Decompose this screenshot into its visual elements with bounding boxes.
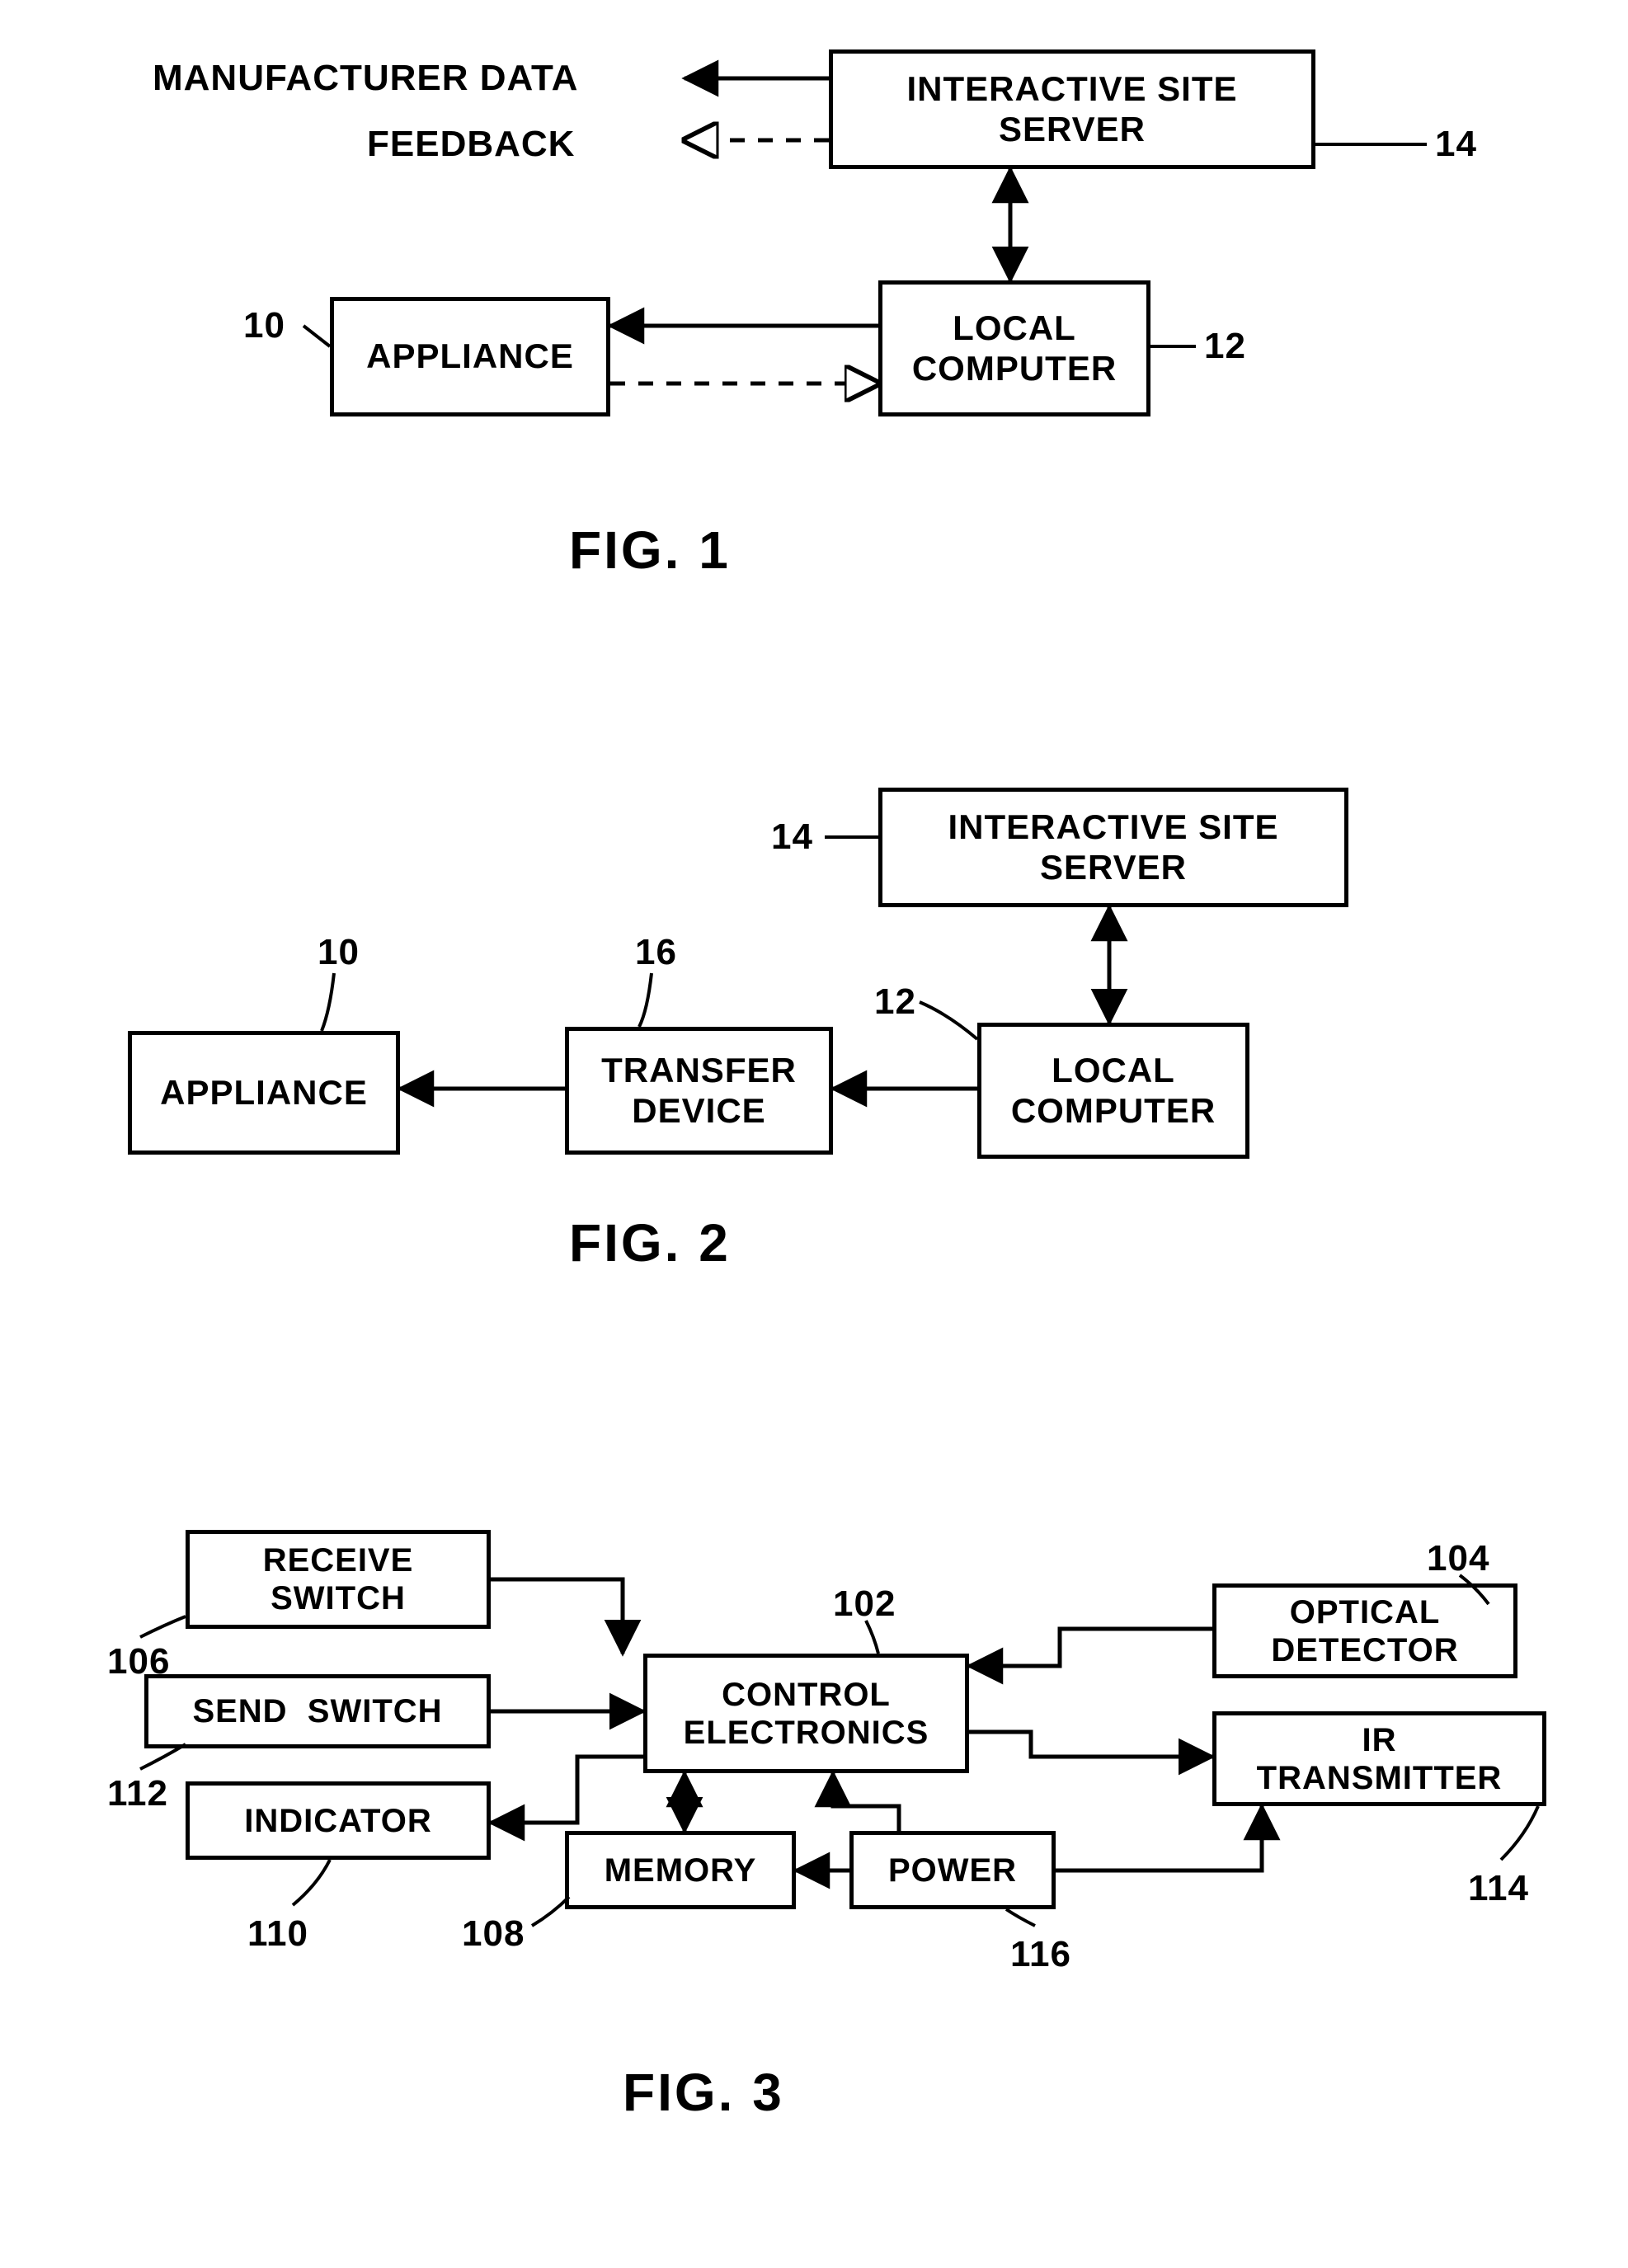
fig2-ref-14: 14 bbox=[771, 816, 813, 858]
fig2-appliance-box: APPLIANCE bbox=[128, 1031, 400, 1155]
fig3-control-electronics-box: CONTROL ELECTRONICS bbox=[643, 1654, 969, 1773]
fig1-ref-14: 14 bbox=[1435, 124, 1477, 165]
fig3-title: FIG. 3 bbox=[623, 2062, 784, 2123]
fig1-local-computer-box: LOCAL COMPUTER bbox=[878, 280, 1150, 416]
fig3-ref-102: 102 bbox=[833, 1583, 896, 1625]
fig3-ref-104: 104 bbox=[1427, 1538, 1489, 1579]
fig2-local-computer-box: LOCAL COMPUTER bbox=[977, 1023, 1249, 1159]
fig3-optical-detector-box: OPTICAL DETECTOR bbox=[1212, 1583, 1517, 1678]
fig3-memory-box: MEMORY bbox=[565, 1831, 796, 1909]
fig3-send-switch-box: SEND SWITCH bbox=[144, 1674, 491, 1748]
fig3-ref-108: 108 bbox=[462, 1913, 525, 1955]
patent-figures-page: { "style": { "stroke": "#000000", "strok… bbox=[0, 0, 1628, 2268]
fig3-ref-114: 114 bbox=[1468, 1868, 1529, 1909]
fig1-feedback-label: FEEDBACK bbox=[367, 124, 575, 165]
fig2-transfer-device-box: TRANSFER DEVICE bbox=[565, 1027, 833, 1155]
fig1-title: FIG. 1 bbox=[569, 520, 731, 581]
fig3-ref-116: 116 bbox=[1010, 1934, 1071, 1975]
fig3-ref-110: 110 bbox=[247, 1913, 308, 1955]
fig2-server-box: INTERACTIVE SITE SERVER bbox=[878, 788, 1348, 907]
fig3-ref-106: 106 bbox=[107, 1641, 170, 1682]
fig1-ref-10: 10 bbox=[243, 305, 285, 346]
fig2-ref-12: 12 bbox=[874, 981, 916, 1023]
fig2-ref-10: 10 bbox=[318, 932, 360, 973]
fig3-power-box: POWER bbox=[849, 1831, 1056, 1909]
fig2-title: FIG. 2 bbox=[569, 1212, 731, 1273]
fig3-ir-transmitter-box: IR TRANSMITTER bbox=[1212, 1711, 1546, 1806]
fig3-indicator-box: INDICATOR bbox=[186, 1781, 491, 1860]
fig3-ref-112: 112 bbox=[107, 1773, 168, 1814]
fig1-manufacturer-data-label: MANUFACTURER DATA bbox=[153, 58, 578, 99]
fig2-ref-16: 16 bbox=[635, 932, 677, 973]
fig1-server-box: INTERACTIVE SITE SERVER bbox=[829, 49, 1315, 169]
fig1-appliance-box: APPLIANCE bbox=[330, 297, 610, 416]
fig3-receive-switch-box: RECEIVE SWITCH bbox=[186, 1530, 491, 1629]
fig1-ref-12: 12 bbox=[1204, 326, 1246, 367]
